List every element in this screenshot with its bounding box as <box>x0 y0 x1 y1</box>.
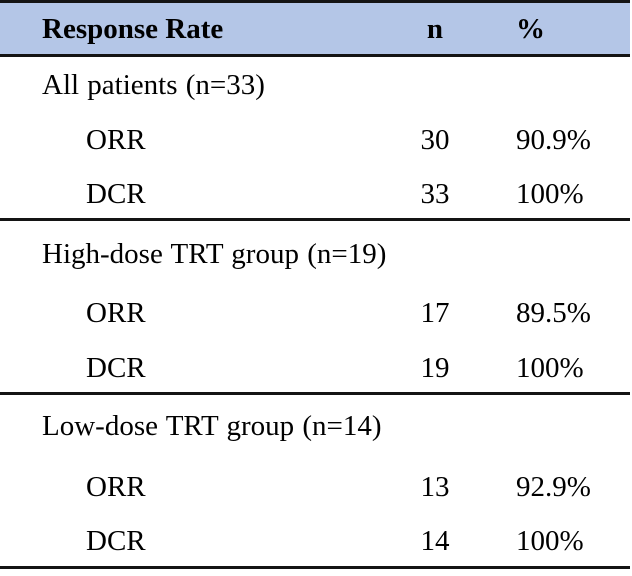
row-label: DCR <box>86 178 146 210</box>
header-n: n <box>426 13 444 45</box>
row-label: ORR <box>86 297 146 329</box>
row-percent: 90.9% <box>516 124 591 156</box>
table-row: ORR 30 90.9% <box>0 124 630 156</box>
section-all-patients: All patients (n=33) ORR 30 90.9% DCR 33 … <box>0 57 630 221</box>
header-response-rate: Response Rate <box>42 13 224 45</box>
row-percent: 100% <box>516 178 584 210</box>
row-n: 30 <box>420 124 450 156</box>
section-label-row: Low-dose TRT group (n=14) <box>0 410 630 442</box>
row-n: 14 <box>420 525 450 557</box>
row-label: DCR <box>86 525 146 557</box>
section-label-row: High-dose TRT group (n=19) <box>0 238 630 270</box>
row-percent: 92.9% <box>516 471 591 503</box>
table-row: DCR 33 100% <box>0 178 630 210</box>
table-row: DCR 14 100% <box>0 525 630 557</box>
header-percent: % <box>516 13 545 45</box>
row-label: ORR <box>86 124 146 156</box>
section-low-dose: Low-dose TRT group (n=14) ORR 13 92.9% D… <box>0 395 630 569</box>
table-header-row: Response Rate n % <box>0 13 630 45</box>
section-label: High-dose TRT group (n=19) <box>42 238 387 270</box>
row-label: DCR <box>86 352 146 384</box>
row-n: 17 <box>420 297 450 329</box>
table-row: DCR 19 100% <box>0 352 630 384</box>
row-label: ORR <box>86 471 146 503</box>
table-header: Response Rate n % <box>0 3 630 57</box>
table-row: ORR 13 92.9% <box>0 471 630 503</box>
table-row: ORR 17 89.5% <box>0 297 630 329</box>
row-n: 13 <box>420 471 450 503</box>
section-label: All patients (n=33) <box>42 69 265 101</box>
row-n: 33 <box>420 178 450 210</box>
section-high-dose: High-dose TRT group (n=19) ORR 17 89.5% … <box>0 221 630 395</box>
row-percent: 89.5% <box>516 297 591 329</box>
row-percent: 100% <box>516 525 584 557</box>
row-n: 19 <box>420 352 450 384</box>
section-label-row: All patients (n=33) <box>0 69 630 101</box>
row-percent: 100% <box>516 352 584 384</box>
section-label: Low-dose TRT group (n=14) <box>42 410 382 442</box>
